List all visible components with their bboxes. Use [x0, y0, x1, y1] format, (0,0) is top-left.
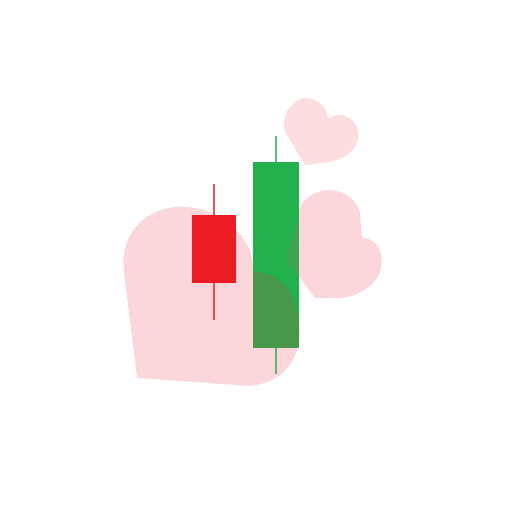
candles-group: [192, 136, 299, 374]
medium-heart-overlap: [287, 218, 299, 277]
small-heart-icon: [283, 98, 359, 165]
overlap-tints: [253, 218, 299, 348]
bearish-candle-body: [192, 215, 236, 283]
large-heart-overlap: [253, 271, 299, 348]
medium-heart-icon: [285, 189, 382, 299]
bullish-candle-body: [253, 162, 299, 348]
hearts-group: [123, 98, 382, 386]
